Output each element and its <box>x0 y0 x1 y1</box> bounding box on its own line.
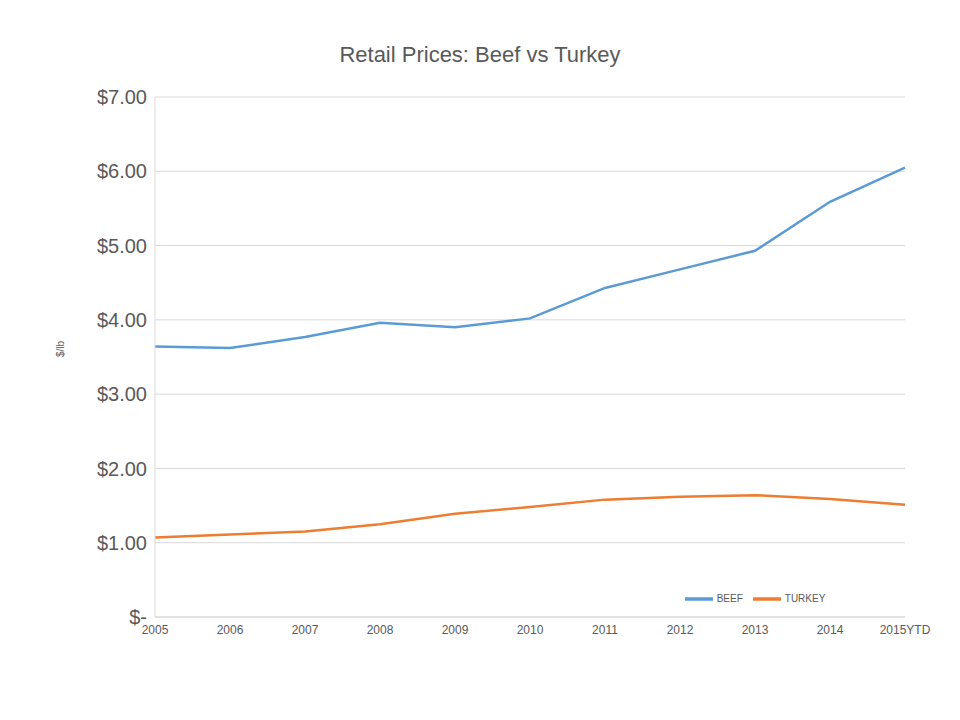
svg-text:2005: 2005 <box>141 622 169 637</box>
svg-text:2006: 2006 <box>217 623 244 637</box>
html-text:TURKEY: TURKEY <box>784 592 826 604</box>
svg-text:2014: 2014 <box>817 623 844 637</box>
svg-text:$1.00: $1.00 <box>97 532 147 554</box>
svg-text:$3.00: $3.00 <box>97 383 147 405</box>
svg-text:$2.00: $2.00 <box>97 458 147 480</box>
svg-text:$/lb: $/lb <box>55 340 66 357</box>
svg-text:2009: 2009 <box>442 623 469 637</box>
svg-text:2015YTD: 2015YTD <box>880 623 931 637</box>
svg-text:2013: 2013 <box>742 623 769 637</box>
svg-text:$4.00: $4.00 <box>97 309 147 331</box>
svg-text:2012: 2012 <box>667 623 694 637</box>
html-text:BEEF: BEEF <box>716 592 743 604</box>
svg-text:2011: 2011 <box>592 623 618 637</box>
html-text:Retail Prices: Beef vs Turkey: Retail Prices: Beef vs Turkey <box>339 42 621 67</box>
svg-text:2010: 2010 <box>517 623 544 637</box>
svg-text:$-: $- <box>129 606 147 628</box>
svg-text:$5.00: $5.00 <box>97 235 147 257</box>
svg-text:2007: 2007 <box>292 623 319 637</box>
svg-text:2008: 2008 <box>367 623 394 637</box>
svg-text:$6.00: $6.00 <box>97 160 147 182</box>
svg-text:$7.00: $7.00 <box>97 86 147 108</box>
